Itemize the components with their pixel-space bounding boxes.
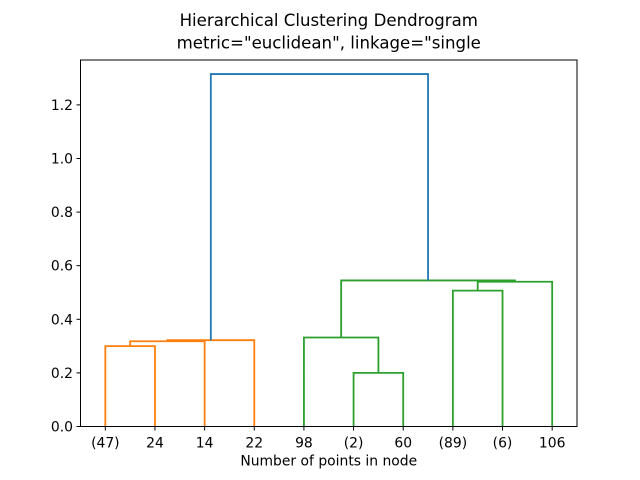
x-tick-label: (2) [344, 436, 364, 452]
x-axis-label: Number of points in node [240, 454, 417, 470]
dendrogram-link [104, 345, 156, 427]
y-tick-label: 1.2 [51, 98, 73, 114]
y-axis: 0.0 0.2 0.4 0.6 0.8 1.0 1.2 [51, 98, 81, 436]
dendrogram-link [166, 339, 256, 427]
axes-spines [80, 59, 578, 427]
dendrogram-link [303, 336, 380, 427]
y-tick-label: 0.0 [51, 420, 73, 436]
x-tick-label: 24 [146, 436, 164, 452]
y-tick-label: 0.6 [51, 259, 73, 275]
x-tick-label: 98 [295, 436, 313, 452]
x-tick-label: (89) [439, 436, 468, 452]
x-axis: (47) 24 14 22 98 (2) 60 (89) (6) 106 [91, 426, 566, 452]
x-tick-label: 106 [539, 436, 566, 452]
dendrogram-link [340, 279, 516, 338]
x-tick-label: (47) [91, 436, 120, 452]
y-tick-label: 1.0 [51, 151, 73, 167]
y-tick-label: 0.4 [51, 312, 73, 328]
x-tick-label: 14 [196, 436, 214, 452]
dendrogram-links [104, 73, 554, 427]
dendrogram-link [129, 340, 206, 427]
x-tick-label: 60 [394, 436, 412, 452]
y-tick-label: 0.2 [51, 366, 73, 382]
dendrogram-link [352, 371, 405, 427]
dendrogram-link [451, 289, 504, 427]
plot-frame [80, 59, 578, 427]
x-tick-label: (6) [493, 436, 513, 452]
dendrogram-link [209, 73, 429, 341]
chart-title: Hierarchical Clustering Dendrogram [180, 11, 478, 30]
y-tick-label: 0.8 [51, 205, 73, 221]
dendrogram-link [476, 280, 554, 427]
chart-subtitle: metric="euclidean", linkage="single [177, 33, 481, 52]
x-tick-label: 22 [245, 436, 263, 452]
